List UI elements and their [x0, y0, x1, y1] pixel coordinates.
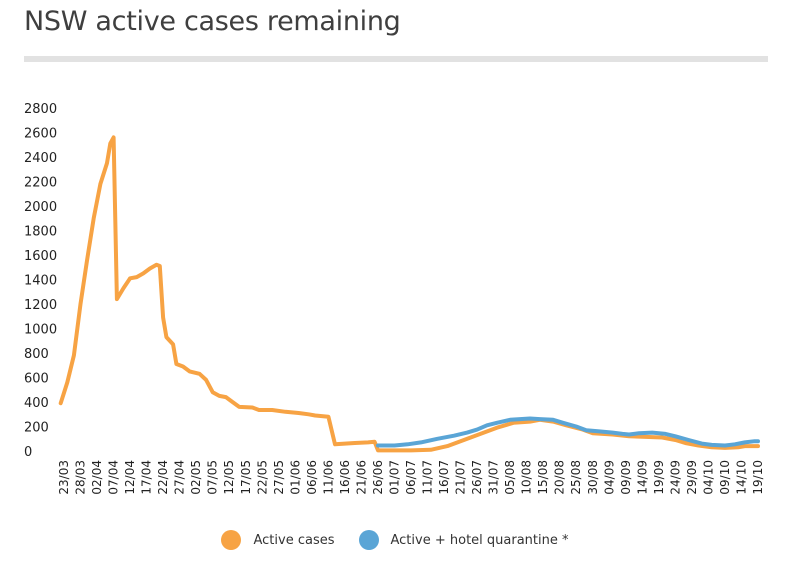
y-tick-label: 2200 [24, 176, 57, 191]
x-tick-label: 06/06 [305, 460, 319, 495]
y-tick-label: 2600 [24, 127, 57, 142]
legend-item-hotel-quarantine[interactable]: Active + hotel quarantine * [358, 530, 569, 550]
x-tick-label: 27/04 [173, 460, 187, 495]
x-tick-label: 26/07 [470, 460, 484, 495]
y-tick-label: 1600 [24, 249, 57, 264]
x-tick-label: 07/05 [206, 460, 220, 495]
x-tick-label: 21/06 [354, 460, 368, 495]
y-tick-label: 2400 [24, 151, 57, 166]
x-tick-label: 12/05 [222, 460, 236, 495]
x-tick-label: 05/08 [503, 460, 517, 495]
x-tick-label: 02/05 [189, 460, 203, 495]
x-tick-label: 31/07 [487, 460, 501, 495]
x-tick-label: 25/08 [569, 460, 583, 495]
x-tick-label: 09/09 [619, 460, 633, 495]
x-tick-label: 14/09 [635, 460, 649, 495]
x-tick-label: 21/07 [454, 460, 468, 495]
legend-label-hotel-quarantine: Active + hotel quarantine * [390, 532, 569, 548]
series-line-active-cases [58, 135, 760, 453]
legend-item-active-cases[interactable]: Active cases [221, 530, 335, 550]
y-tick-label: 800 [24, 347, 49, 362]
x-tick-label: 28/03 [74, 460, 88, 495]
x-tick-label: 20/08 [553, 460, 567, 495]
y-tick-label: 1200 [24, 298, 57, 313]
x-tick-label: 11/07 [421, 460, 435, 495]
y-tick-label: 2800 [24, 102, 57, 117]
legend-marker-hotel-quarantine [358, 530, 379, 550]
x-tick-label: 16/06 [338, 460, 352, 495]
x-tick-label: 10/08 [520, 460, 534, 495]
x-tick-label: 17/05 [239, 460, 253, 495]
x-tick-label: 14/10 [734, 460, 748, 495]
x-tick-label: 11/06 [321, 460, 335, 495]
legend: Active cases Active + hotel quarantine * [0, 530, 790, 550]
y-tick-label: 1000 [24, 323, 57, 338]
x-tick-label: 30/08 [586, 460, 600, 495]
y-tick-label: 2000 [24, 200, 57, 215]
x-tick-label: 17/04 [140, 460, 154, 495]
x-tick-label: 22/04 [156, 460, 170, 495]
x-axis: 23/03 28/03 02/04 07/04 12/04 17/04 22/04 27/04… [57, 460, 765, 495]
x-tick-label: 19/10 [751, 460, 765, 495]
x-tick-label: 16/07 [437, 460, 451, 495]
x-tick-label: 15/08 [536, 460, 550, 495]
x-tick-label: 29/09 [685, 460, 699, 495]
x-tick-label: 19/09 [652, 460, 666, 495]
x-tick-label: 04/10 [701, 460, 715, 495]
x-tick-label: 04/09 [602, 460, 616, 495]
x-tick-label: 09/10 [718, 460, 732, 495]
series-line-hotel-quarantine [376, 416, 760, 448]
x-tick-label: 27/05 [272, 460, 286, 495]
y-tick-label: 1400 [24, 274, 57, 289]
x-tick-label: 01/06 [288, 460, 302, 495]
y-tick-label: 200 [24, 421, 49, 436]
x-tick-label: 06/07 [404, 460, 418, 495]
y-axis: 0 200 400 600 800 1000 1200 1400 1600 1800 2000 220… [24, 102, 57, 460]
x-tick-label: 22/05 [255, 460, 269, 495]
y-tick-label: 400 [24, 396, 49, 411]
title-divider [24, 56, 768, 62]
x-tick-label: 01/07 [387, 460, 401, 495]
series-layer [58, 135, 760, 453]
x-tick-label: 24/09 [668, 460, 682, 495]
y-tick-label: 0 [24, 445, 32, 460]
x-tick-label: 12/04 [123, 460, 137, 495]
x-tick-label: 23/03 [57, 460, 71, 495]
x-tick-label: 02/04 [90, 460, 104, 495]
chart-title: NSW active cases remaining [24, 6, 401, 37]
legend-label-active-cases: Active cases [253, 532, 335, 548]
x-tick-label: 07/04 [107, 460, 121, 495]
x-tick-label: 26/06 [371, 460, 385, 495]
y-tick-label: 600 [24, 372, 49, 387]
legend-marker-active-cases [221, 530, 242, 550]
y-tick-label: 1800 [24, 225, 57, 240]
